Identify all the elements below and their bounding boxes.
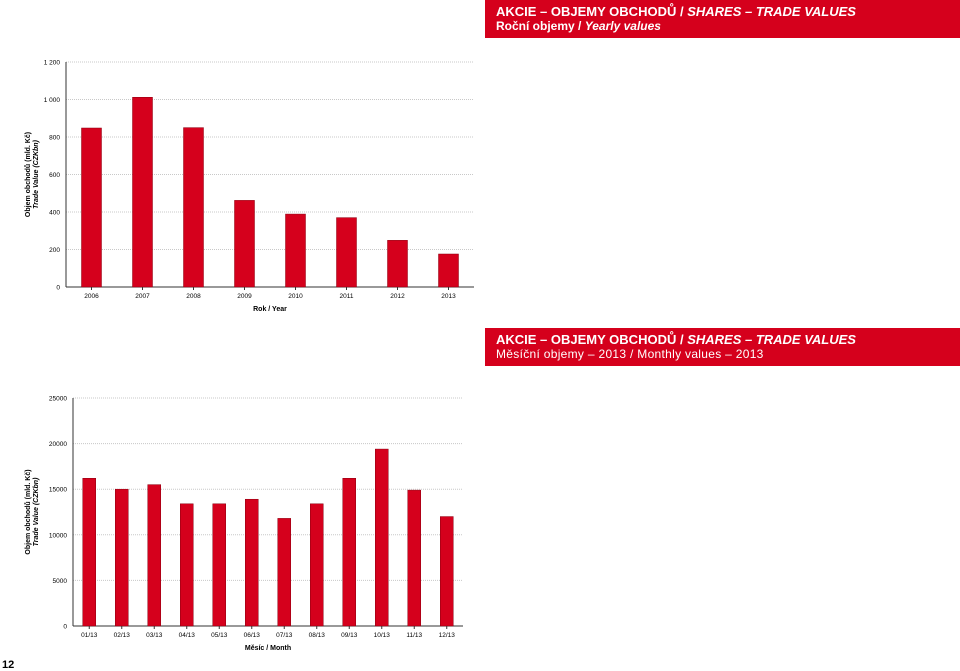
x-tick-label: 11/13 (406, 632, 422, 639)
bar-01-13 (82, 478, 96, 627)
y-tick-label: 600 (49, 172, 60, 179)
banner-monthly-title: AKCIE – OBJEMY OBCHODŮ / SHARES – TRADE … (496, 332, 960, 347)
x-axis-label: Rok / Year (253, 306, 287, 313)
bar-2009 (234, 200, 255, 288)
x-tick-label: 2007 (135, 293, 150, 300)
y-axis-label: Objem obchodů (mld. Kč) (24, 132, 32, 217)
x-tick-label: 10/13 (374, 632, 391, 639)
bar-07-13 (277, 518, 291, 627)
y-tick-label: 200 (49, 247, 60, 254)
bar-04-13 (180, 503, 194, 627)
monthly-bar-chart: 0 5000 10000 15000 20000 25000 01/13 02/13 03/13… (24, 396, 463, 652)
banner-yearly-title: AKCIE – OBJEMY OBCHODŮ / SHARES – TRADE … (496, 4, 960, 19)
x-tick-label: 05/13 (211, 632, 228, 639)
banner-monthly-title-italic: SHARES – TRADE VALUES (687, 332, 856, 347)
y-tick-label: 400 (49, 210, 60, 217)
banner-monthly-title-plain: AKCIE – OBJEMY OBCHODŮ / (496, 332, 688, 347)
banner-yearly-subtitle-italic: Yearly values (584, 19, 661, 33)
x-tick-label: 12/13 (439, 632, 456, 639)
bar-2006 (81, 127, 102, 288)
bar-09-13 (342, 478, 356, 627)
y-tick-label: 25000 (49, 396, 67, 403)
banner-monthly: AKCIE – OBJEMY OBCHODŮ / SHARES – TRADE … (485, 328, 960, 366)
y-tick-label: 0 (56, 285, 60, 292)
x-tick-label: 07/13 (276, 632, 293, 639)
banner-yearly-title-italic: SHARES – TRADE VALUES (687, 4, 856, 19)
x-tick-label: 2010 (288, 293, 303, 300)
x-tick-label: 08/13 (309, 632, 326, 639)
bar-06-13 (245, 498, 259, 627)
x-tick-label: 2006 (84, 293, 99, 300)
y-tick-label: 0 (63, 624, 67, 631)
y-tick-label: 800 (49, 135, 60, 142)
bar-2008 (183, 127, 204, 288)
y-axis-label: Objem obchodů (mld. Kč) (24, 469, 32, 554)
x-tick-label: 03/13 (146, 632, 163, 639)
page-number: 12 (2, 659, 15, 671)
y-tick-label: 1 200 (44, 60, 61, 67)
y-tick-label: 20000 (49, 441, 67, 448)
banner-yearly: AKCIE – OBJEMY OBCHODŮ / SHARES – TRADE … (485, 0, 960, 38)
x-tick-label: 2013 (441, 293, 456, 300)
banner-yearly-subtitle-plain: Roční objemy / (496, 19, 585, 33)
bar-08-13 (310, 503, 324, 627)
x-tick-label: 09/13 (341, 632, 358, 639)
banner-yearly-title-plain: AKCIE – OBJEMY OBCHODŮ / (496, 4, 688, 19)
x-tick-label: 01/13 (81, 632, 98, 639)
x-tick-label: 06/13 (244, 632, 261, 639)
x-tick-label: 2011 (340, 293, 354, 300)
y-tick-label: 15000 (49, 487, 67, 494)
bar-03-13 (147, 484, 161, 627)
x-tick-label: 02/13 (114, 632, 131, 639)
x-axis-label: Měsíc / Month (245, 645, 291, 652)
x-tick-label: 04/13 (179, 632, 196, 639)
bar-2010 (285, 213, 306, 288)
banner-monthly-subtitle: Měsíční objemy – 2013 / Monthly values –… (496, 347, 764, 361)
yearly-bar-chart: 0 200 400 600 800 1 000 1 200 2006 2007 2008 2009 2… (24, 60, 474, 313)
bar-12-13 (440, 516, 454, 627)
x-tick-label: 2008 (186, 293, 201, 300)
bar-2013 (438, 253, 459, 288)
bar-05-13 (212, 503, 226, 627)
bar-2011 (336, 217, 357, 288)
bar-11-13 (407, 489, 421, 627)
y-tick-label: 10000 (49, 532, 67, 539)
x-tick-label: 2012 (390, 293, 405, 300)
banner-yearly-subtitle: Roční objemy / Yearly values (496, 19, 960, 34)
bar-10-13 (375, 448, 389, 627)
bar-02-13 (115, 488, 129, 627)
bar-2007 (132, 97, 153, 288)
y-axis-label-english: Trade Value (CZKbn) (33, 477, 40, 547)
bar-2012 (387, 240, 408, 288)
y-tick-label: 1 000 (44, 97, 61, 104)
x-tick-label: 2009 (237, 293, 252, 300)
y-tick-label: 5000 (53, 578, 68, 585)
y-axis-label-english: Trade Value (CZKbn) (33, 139, 40, 209)
